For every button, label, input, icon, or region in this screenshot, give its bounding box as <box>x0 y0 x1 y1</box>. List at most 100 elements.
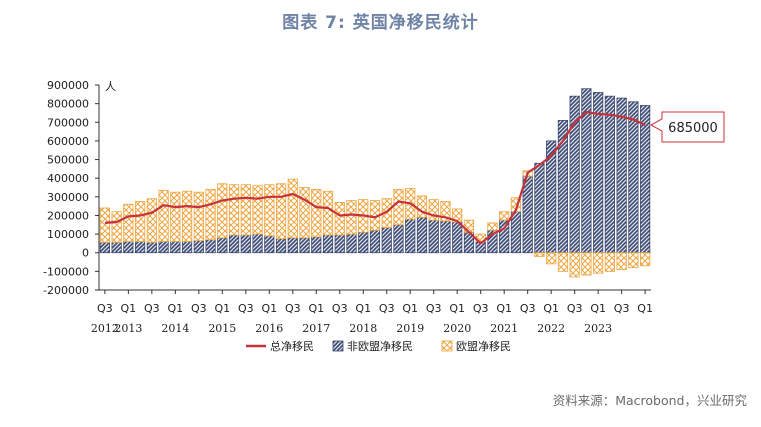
callout-value: 685000 <box>668 121 718 136</box>
bar-non-eu <box>299 237 310 254</box>
bar-non-eu <box>217 237 228 254</box>
bar-eu <box>393 188 404 226</box>
x-tick-label: Q1 <box>261 302 277 315</box>
x-tick-label: Q1 <box>543 302 559 315</box>
bar-eu <box>123 203 134 242</box>
bar-eu <box>416 195 428 218</box>
bar-non-eu <box>111 242 122 254</box>
bar-non-eu <box>510 211 522 254</box>
bar-eu <box>557 252 569 272</box>
x-tick-label: Q1 <box>308 302 324 315</box>
x-tick-label: Q3 <box>144 302 160 315</box>
bar-eu <box>99 207 110 243</box>
bar-non-eu <box>416 216 428 254</box>
bar-non-eu <box>170 241 181 254</box>
bar-eu <box>111 211 122 243</box>
bar-non-eu <box>534 162 545 254</box>
bar-eu <box>346 200 357 235</box>
y-tick-label: 800000 <box>47 98 89 111</box>
bar-eu <box>581 252 592 276</box>
legend-label-total: 总净移民 <box>270 339 314 353</box>
source-note: 资料来源：Macrobond，兴业研究 <box>552 393 747 408</box>
bar-non-eu <box>264 235 275 254</box>
bar-non-eu <box>240 234 251 254</box>
x-tick-label: Q3 <box>285 302 301 315</box>
x-tick-label: Q3 <box>97 302 113 315</box>
bar-eu <box>534 252 545 257</box>
x-tick-label: Q3 <box>473 302 489 315</box>
bar-eu <box>193 191 204 242</box>
bar-non-eu <box>616 97 627 254</box>
bar-non-eu <box>287 237 298 254</box>
bar-eu <box>135 201 146 242</box>
x-tick-label: Q3 <box>332 302 348 315</box>
bar-eu <box>487 222 498 231</box>
bar-non-eu <box>158 241 169 254</box>
bar-eu <box>322 190 334 236</box>
year-label: 2022 <box>537 322 565 335</box>
callout-box <box>649 111 725 143</box>
bar-eu <box>205 188 216 241</box>
x-tick-label: Q3 <box>191 302 207 315</box>
x-tick-label: Q1 <box>402 302 418 315</box>
legend-label-non-eu: 非欧盟净移民 <box>347 339 413 353</box>
y-tick-label: -200000 <box>43 284 89 297</box>
x-tick-label: Q1 <box>496 302 512 315</box>
y-tick-label: 600000 <box>47 135 89 148</box>
bar-non-eu <box>604 95 615 254</box>
bar-non-eu <box>275 238 287 254</box>
bar-non-eu <box>123 241 134 254</box>
year-label: 2017 <box>302 322 330 335</box>
y-tick-label: 900000 <box>47 79 89 92</box>
bar-eu <box>240 184 251 236</box>
chart-title: 图表 7: 英国净移民统计 <box>282 13 479 33</box>
bar-non-eu <box>346 233 357 254</box>
bar-non-eu <box>393 224 404 254</box>
bar-eu <box>146 198 157 243</box>
bar-eu <box>299 187 310 239</box>
bar-non-eu <box>334 234 345 254</box>
x-tick-label: Q3 <box>520 302 536 315</box>
x-tick-label: Q1 <box>121 302 137 315</box>
bar-non-eu <box>440 220 451 254</box>
year-label: 2019 <box>396 322 424 335</box>
y-tick-label: 0 <box>82 247 89 260</box>
year-label: 2021 <box>490 322 518 335</box>
bar-non-eu <box>193 240 204 254</box>
bar-eu <box>275 183 287 240</box>
bar-eu <box>499 211 510 221</box>
bar-eu <box>569 252 580 278</box>
y-tick-label: 300000 <box>47 191 89 204</box>
bar-non-eu <box>228 234 240 254</box>
series-line-total <box>104 110 646 245</box>
year-label: 2012 <box>91 322 119 335</box>
x-tick-label: Q1 <box>590 302 606 315</box>
bar-eu <box>428 199 439 221</box>
bar-non-eu <box>135 241 146 254</box>
bar-eu <box>628 252 639 269</box>
bar-eu <box>604 252 615 272</box>
y-tick-label: 700000 <box>47 116 89 129</box>
bar-eu <box>252 185 263 235</box>
bar-eu <box>217 183 228 239</box>
bar-non-eu <box>405 218 416 254</box>
bar-eu <box>170 191 181 242</box>
bar-non-eu <box>181 241 193 254</box>
year-label: 2020 <box>443 322 471 335</box>
x-tick-label: Q1 <box>214 302 230 315</box>
bar-eu <box>640 252 651 267</box>
bar-eu <box>440 201 451 222</box>
x-tick-label: Q1 <box>637 302 653 315</box>
bar-non-eu <box>358 231 369 254</box>
bar-non-eu <box>146 242 157 254</box>
x-tick-label: Q3 <box>426 302 442 315</box>
x-tick-label: Q3 <box>379 302 395 315</box>
bar-eu <box>181 190 193 242</box>
bar-non-eu <box>99 242 110 254</box>
bar-non-eu <box>522 175 533 254</box>
y-tick-label: 200000 <box>47 209 89 222</box>
y-tick-label: -100000 <box>43 265 89 278</box>
bar-eu <box>264 184 275 237</box>
y-tick-label: 500000 <box>47 154 89 167</box>
